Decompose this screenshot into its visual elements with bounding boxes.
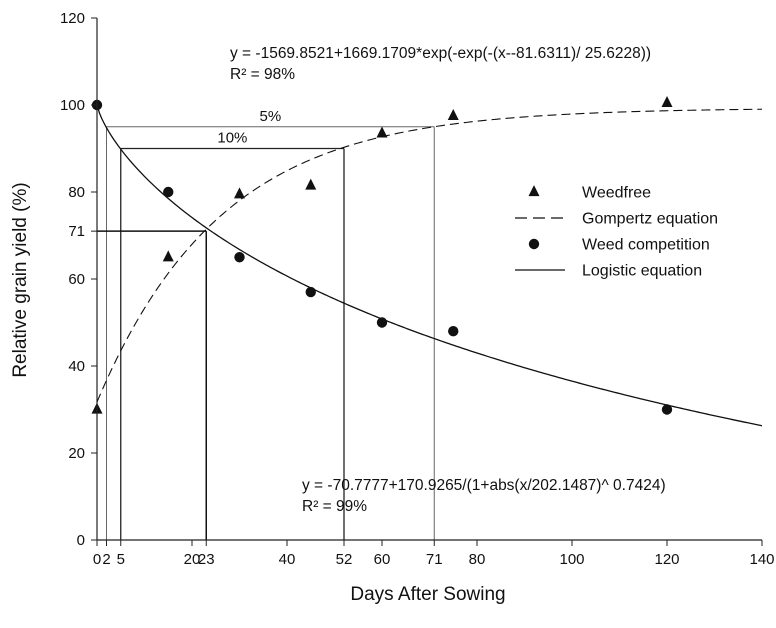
x-tick-label: 100 xyxy=(559,551,584,568)
y-axis-label: Relative grain yield (%) xyxy=(10,182,31,377)
fitted-curves xyxy=(96,104,763,427)
weedfree-point xyxy=(447,109,459,121)
logistic-equation-annotation: y = -70.7777+170.9265/(1+abs(x/202.1487)… xyxy=(302,477,666,494)
y-tick-label: 80 xyxy=(68,184,85,201)
weedfree-point xyxy=(305,178,317,190)
weed-competition-point xyxy=(234,252,245,263)
axes xyxy=(91,17,763,546)
legend-label: Logistic equation xyxy=(582,263,702,280)
x-tick-label: 140 xyxy=(749,551,774,568)
weedfree-point xyxy=(234,187,245,199)
x-tick-label: 5 xyxy=(117,551,125,568)
reference-line-label: 5% xyxy=(260,108,282,125)
x-tick-label: 120 xyxy=(654,551,679,568)
reference-lines: 5% 10% xyxy=(97,108,435,540)
y-tick-label: 71 xyxy=(68,223,85,240)
logistic-curve xyxy=(96,104,763,427)
x-tick-label: 23 xyxy=(198,551,215,568)
legend-symbol-weed-competition xyxy=(528,238,540,250)
x-tick-label: 80 xyxy=(469,551,486,568)
gompertz-curve xyxy=(96,108,763,403)
gompertz-r2-annotation: R² = 98% xyxy=(230,66,295,83)
y-tick-label: 120 xyxy=(60,10,85,27)
reference-line-label: 10% xyxy=(217,130,247,147)
legend: Weedfree Gompertz equation Weed competitio… xyxy=(515,185,718,280)
weed-competition-point xyxy=(448,326,459,337)
weedfree-point xyxy=(162,250,174,262)
x-tick-label: 0 xyxy=(93,551,101,568)
logistic-r2-annotation: R² = 99% xyxy=(302,498,367,515)
x-tick-label: 40 xyxy=(279,551,296,568)
weed-competition-point xyxy=(661,404,673,415)
y-tick-label: 40 xyxy=(68,358,85,375)
x-tick-label: 71 xyxy=(426,551,443,568)
x-tick-label: 2 xyxy=(102,551,110,568)
x-tick-label: 60 xyxy=(374,551,391,568)
x-tick-label: 20 xyxy=(184,551,201,568)
y-tick-label: 100 xyxy=(60,97,85,114)
legend-symbol-weedfree xyxy=(528,185,540,197)
legend-label: Weedfree xyxy=(582,185,651,202)
gompertz-equation-annotation: y = -1569.8521+1669.1709*exp(-exp(-(x--8… xyxy=(230,45,651,62)
weedfree-point xyxy=(376,126,388,138)
weedfree-point xyxy=(661,96,673,108)
weed-competition-point xyxy=(376,317,388,328)
y-tick-label: 60 xyxy=(68,271,85,288)
y-tick-label: 20 xyxy=(68,445,85,462)
weed-competition-point xyxy=(163,186,174,198)
data-points xyxy=(91,96,673,415)
x-axis-label: Days After Sowing xyxy=(350,584,505,605)
legend-label: Weed competition xyxy=(582,237,710,254)
x-tick-label: 52 xyxy=(336,551,353,568)
legend-label: Gompertz equation xyxy=(582,211,718,228)
y-tick-label: 0 xyxy=(77,532,85,549)
weed-competition-point xyxy=(305,286,316,298)
